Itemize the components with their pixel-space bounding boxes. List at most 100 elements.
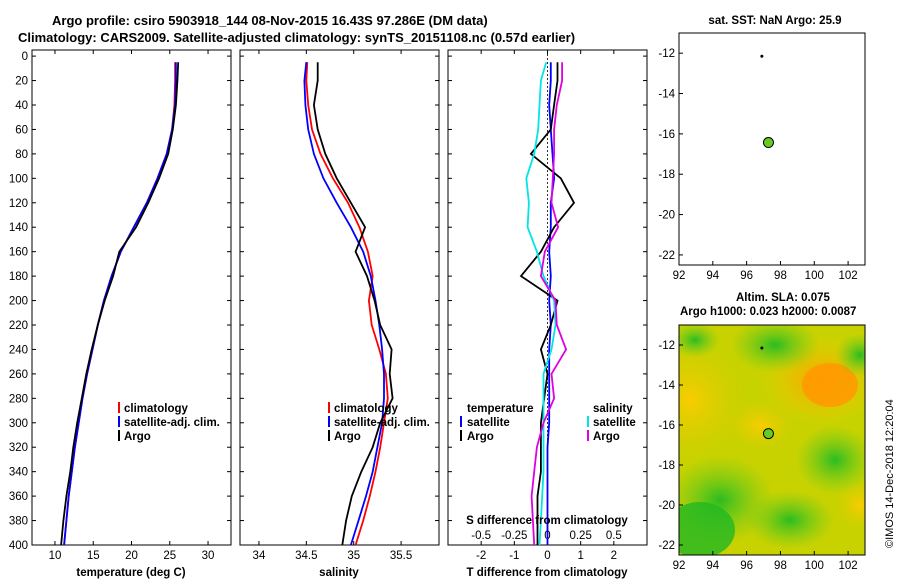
depth-tick-label: 360 [9,491,28,503]
header-line2: Climatology: CARS2009. Satellite-adjuste… [18,30,575,45]
series-satellite [525,61,557,546]
depth-tick-label: 80 [15,149,28,161]
salinity-legend: climatology satellite-adj. clim. Argo [328,402,430,443]
map-sla-ticks: 92 94 96 98 100 102 -12 -14 -16 -18 -20 -22 [658,340,857,572]
depth-tick-label: 180 [9,271,28,283]
salinity-depth-ticks [240,55,439,546]
map-sst-points [760,54,774,149]
map-y-tick-label: -18 [658,460,675,472]
map-sla-title: Altim. SLA: 0.075 [736,292,831,304]
x-tick-label: 30 [202,550,215,562]
salinity-xlabel: salinity [319,567,359,579]
difference-legend-salinity-title: salinity [593,403,633,415]
x-tick-label: 34.5 [295,550,317,562]
series-argo [519,62,576,545]
depth-tick-label: 320 [9,442,28,454]
series-satellite [546,62,556,545]
map-y-tick-label: -20 [658,210,675,222]
map-y-tick-label: -18 [658,169,675,181]
difference-legend-t-satellite: satellite [467,417,510,429]
s-tick-label: 0.25 [569,530,591,542]
x-tick-label: 35.5 [390,550,412,562]
s-tick-label: -0.5 [471,530,491,542]
map-sst: sat. SST: NaN Argo: 25.9 92 94 96 98 100 102 -… [658,15,866,282]
difference-legend: temperature satellite Argo salinity sate… [460,403,636,443]
temperature-xlabel: temperature (deg C) [76,567,185,579]
depth-tick-label: 220 [9,320,28,332]
depth-tick-label: 40 [15,100,28,112]
argo-marker [762,428,774,440]
salinity-x-ticks: 34 34.5 35 35.5 [253,50,412,562]
x-tick-label: 0 [544,550,550,562]
series-climatology [305,62,389,546]
series-argo [312,62,394,546]
panel-temperature: 0 20 40 60 80 100 120 140 160 180 200 220 240 260 280 3… [9,49,232,579]
temperature-legend-satellite: satellite-adj. clim. [124,417,220,429]
x-tick-label: 34 [253,550,266,562]
difference-legend-s-argo: Argo [593,431,620,443]
difference-lines [519,50,576,546]
map-x-tick-label: 98 [774,560,787,572]
map-sla: Altim. SLA: 0.075 Argo h1000: 0.023 h200… [658,292,866,572]
map-y-tick-label: -20 [658,500,675,512]
depth-tick-label: 20 [15,76,28,88]
map-x-tick-label: 94 [706,270,719,282]
temperature-legend: climatology satellite-adj. clim. Argo [118,402,220,443]
depth-tick-label: 0 [22,51,28,63]
argo-marker [762,137,774,149]
x-tick-label: -1 [509,550,519,562]
salinity-axes-box [239,49,440,546]
panel-salinity: 34 34.5 35 35.5 salinity climatology satell… [239,49,440,579]
x-tick-label: 35 [347,550,360,562]
depth-tick-label: 160 [9,247,28,259]
island-marker [760,346,764,350]
s-tick-label: 0.5 [606,530,622,542]
map-x-tick-label: 102 [838,270,857,282]
map-y-tick-label: -22 [658,250,675,262]
x-tick-label: 1 [577,550,583,562]
s-tick-label: -0.25 [501,530,527,542]
map-y-tick-label: -22 [658,540,675,552]
map-x-tick-label: 94 [706,560,719,572]
salinity-legend-climatology: climatology [334,403,399,415]
watermark: ©IMOS 14-Dec-2018 12:20:04 [884,399,896,548]
depth-tick-label: 100 [9,173,28,185]
map-sst-axes-box [678,32,866,266]
map-x-tick-label: 100 [805,270,824,282]
map-y-tick-label: -12 [658,48,675,60]
map-sla-axes-box [678,324,866,556]
map-y-tick-label: -14 [658,89,675,101]
x-tick-label: -2 [476,550,486,562]
temperature-axes-box [31,49,232,546]
x-tick-label: 2 [611,550,617,562]
x-tick-label: 10 [49,550,62,562]
map-x-tick-label: 92 [673,270,686,282]
difference-legend-t-argo: Argo [467,431,494,443]
depth-tick-label: 200 [9,296,28,308]
x-tick-label: 20 [125,550,138,562]
difference-xlabel-top: S difference from climatology [466,515,628,527]
island-marker [760,54,764,58]
map-x-tick-label: 100 [805,560,824,572]
difference-legend-temperature-title: temperature [467,403,533,415]
map-x-tick-label: 96 [740,270,753,282]
salinity-legend-argo: Argo [334,431,361,443]
map-y-tick-label: -16 [658,129,675,141]
depth-tick-label: 240 [9,344,28,356]
panel-difference: -2 -1 0 1 2 -0.5 -0.25 0 0.25 0.5 T difference f… [447,49,648,579]
depth-tick-label: 140 [9,222,28,234]
map-sla-points [760,346,774,440]
depth-tick-label: 380 [9,516,28,528]
map-x-tick-label: 98 [774,270,787,282]
header-line1: Argo profile: csiro 5903918_144 08-Nov-2… [52,13,488,28]
difference-legend-s-satellite: satellite [593,417,636,429]
difference-depth-ticks [448,55,647,546]
x-tick-label: 15 [87,550,100,562]
x-tick-label: 25 [163,550,176,562]
map-y-tick-label: -16 [658,420,675,432]
map-x-tick-label: 96 [740,560,753,572]
depth-tick-label: 400 [9,540,28,552]
depth-tick-label: 300 [9,418,28,430]
depth-tick-label: 120 [9,198,28,210]
